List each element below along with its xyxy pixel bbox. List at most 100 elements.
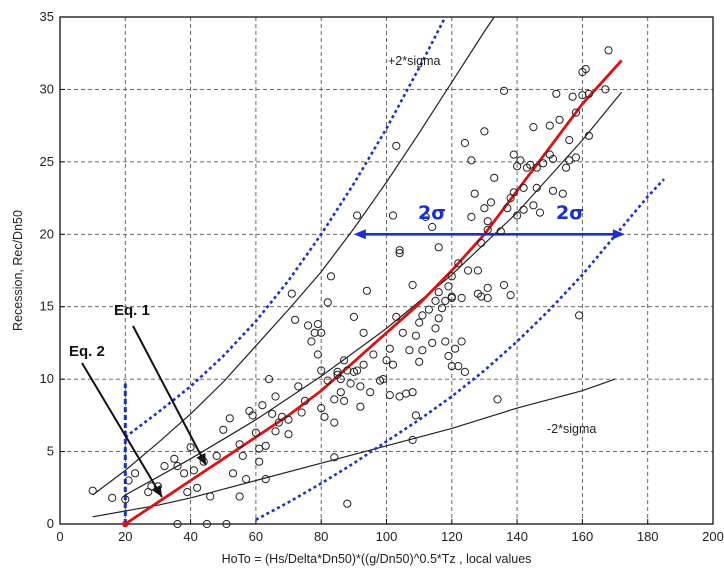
data-point (565, 136, 574, 145)
data-point (483, 225, 492, 234)
data-point (411, 411, 420, 420)
data-point (336, 388, 345, 397)
middle-fit-curve (125, 91, 623, 496)
data-point (509, 150, 518, 159)
data-point (447, 362, 456, 371)
data-point (369, 350, 378, 359)
data-point (330, 395, 339, 404)
data-point (251, 428, 260, 437)
data-point (382, 356, 391, 365)
data-point (88, 486, 97, 495)
data-point (255, 457, 264, 466)
data-point (222, 519, 231, 529)
data-point (457, 337, 466, 346)
data-point (457, 293, 466, 303)
data-point (206, 492, 215, 501)
data-point (170, 454, 179, 463)
data-point (388, 211, 398, 220)
data-point (317, 404, 326, 413)
data-point (418, 346, 427, 355)
data-point (313, 350, 322, 359)
data-point (467, 212, 476, 221)
data-point (291, 315, 300, 324)
data-point (225, 414, 234, 423)
data-point (271, 392, 280, 401)
data-point (264, 375, 274, 384)
data-point (460, 367, 469, 376)
data-point (424, 305, 433, 314)
data-point (584, 89, 594, 98)
data-point (320, 412, 329, 421)
data-point (532, 163, 541, 172)
data-point (555, 115, 564, 124)
data-point (160, 462, 169, 471)
data-point (470, 189, 479, 198)
data-point (418, 311, 427, 320)
data-point (219, 425, 228, 434)
grid (60, 17, 713, 524)
scatter-points (88, 46, 613, 529)
annotations: +2*sigma -2*sigma 2σ 2σ Eq. 1 Eq. 2 (69, 54, 596, 436)
data-point (529, 123, 538, 132)
data-point (392, 141, 401, 150)
data-point (366, 388, 375, 397)
data-point (506, 291, 515, 300)
data-point (326, 272, 336, 281)
data-point (539, 159, 548, 168)
y-tick-label: 35 (40, 9, 54, 24)
data-point (545, 121, 554, 130)
data-point (121, 495, 130, 504)
data-point (385, 391, 394, 400)
data-point (313, 320, 322, 329)
data-point (398, 328, 407, 337)
data-point (189, 466, 198, 475)
data-point (183, 488, 192, 497)
x-tick-label: 160 (572, 529, 594, 544)
data-point (421, 212, 430, 221)
y-tick-label: 10 (40, 371, 54, 386)
x-tick-label: 140 (506, 529, 528, 544)
data-point (180, 469, 189, 478)
data-point (124, 476, 133, 485)
data-point (359, 360, 368, 369)
eq2-arrow-line (81, 362, 163, 498)
y-tick-label: 15 (40, 299, 54, 314)
data-point (552, 89, 561, 98)
data-point (493, 395, 502, 404)
data-point (336, 375, 345, 384)
sigma-arrow-head-left (353, 229, 366, 240)
x-tick-label: 60 (249, 529, 263, 544)
data-point (242, 475, 251, 484)
data-point (483, 217, 492, 226)
data-point (519, 205, 528, 214)
data-point (437, 304, 447, 313)
data-point (202, 519, 211, 529)
curves (81, 16, 665, 528)
data-point (548, 154, 558, 164)
data-point (238, 451, 247, 460)
data-point (261, 441, 270, 450)
sigma-label-left: 2σ (418, 202, 446, 224)
data-point (153, 482, 162, 491)
data-point (411, 331, 420, 340)
data-point (392, 312, 401, 321)
data-point (415, 357, 424, 366)
y-tick-label: 0 (47, 516, 54, 531)
upper-sigma-curve (92, 16, 495, 496)
data-point (359, 328, 368, 337)
data-point (490, 173, 499, 182)
data-point (317, 328, 326, 337)
data-point (499, 86, 509, 96)
data-point (385, 344, 394, 353)
upper-sigma-label: +2*sigma (388, 54, 441, 68)
lower-blue-dotted-curve (255, 178, 665, 521)
data-point (601, 85, 610, 94)
data-point (173, 519, 182, 529)
data-point (447, 272, 456, 281)
data-point (460, 138, 469, 148)
data-point (571, 153, 581, 162)
x-tick-label: 200 (702, 529, 724, 544)
sigma-label-right: 2σ (556, 202, 584, 224)
data-point (349, 312, 358, 321)
